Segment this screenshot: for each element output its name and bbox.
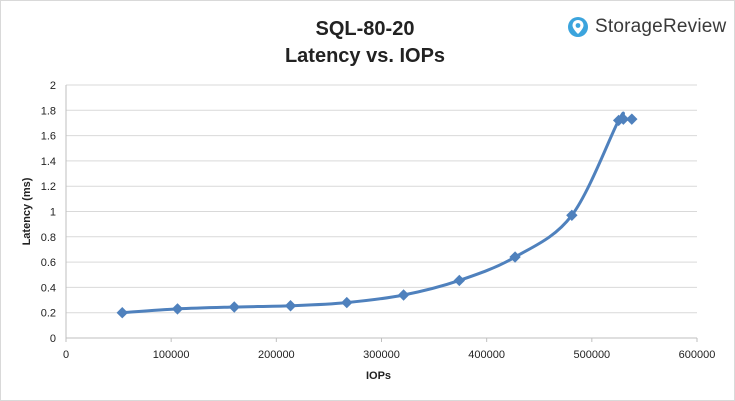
gridlines xyxy=(66,84,697,314)
storagereview-logo-icon xyxy=(568,17,588,37)
x-tick-label: 600000 xyxy=(679,349,716,361)
y-axis-title: Latency (ms) xyxy=(21,177,33,245)
data-point-marker xyxy=(626,113,638,125)
series-latency xyxy=(116,111,638,319)
x-axis-title: IOPs xyxy=(366,370,391,382)
y-tick-label: 0.4 xyxy=(41,282,56,294)
data-point-marker xyxy=(171,303,184,315)
y-tick-label: 1.4 xyxy=(41,156,56,168)
y-tick-label: 0.8 xyxy=(41,232,56,244)
data-point-marker xyxy=(617,113,630,125)
x-tick-label: 0 xyxy=(63,349,69,361)
x-tick-label: 400000 xyxy=(468,349,505,361)
data-point-marker xyxy=(116,306,128,319)
data-point-marker xyxy=(566,209,578,222)
brand-logo: StorageReview xyxy=(567,15,726,39)
y-tick-label: 0.6 xyxy=(41,257,56,269)
axes xyxy=(65,85,698,342)
series-line xyxy=(120,111,634,315)
data-point-marker xyxy=(284,300,297,312)
brand-name: StorageReview xyxy=(595,16,727,37)
y-tick-label: 1.2 xyxy=(41,181,56,193)
data-point-marker xyxy=(228,301,240,313)
y-tick-label: 1 xyxy=(50,207,56,219)
x-tick-label: 500000 xyxy=(573,349,610,361)
y-tick-label: 0 xyxy=(50,333,56,345)
data-point-marker xyxy=(341,296,353,309)
y-tick-label: 1.8 xyxy=(41,105,56,117)
data-point-marker xyxy=(453,274,466,287)
y-tick-labels: 0 0.2 0.4 0.6 0.8 1 1.2 1.4 1.6 1.8 2 xyxy=(41,80,56,345)
y-tick-label: 2 xyxy=(50,80,56,92)
x-tick-labels: 0 100000 200000 300000 400000 500000 600000 xyxy=(63,349,715,361)
data-point-marker xyxy=(397,289,410,301)
x-tick-label: 100000 xyxy=(153,349,190,361)
chart-subtitle: Latency vs. IOPs xyxy=(284,45,446,67)
chart-title: SQL-80-20 xyxy=(315,18,415,40)
y-tick-label: 0.2 xyxy=(41,308,56,320)
x-tick-label: 200000 xyxy=(258,349,295,361)
x-tick-label: 300000 xyxy=(363,349,400,361)
data-point-marker xyxy=(509,251,521,263)
y-tick-label: 1.6 xyxy=(41,131,56,143)
